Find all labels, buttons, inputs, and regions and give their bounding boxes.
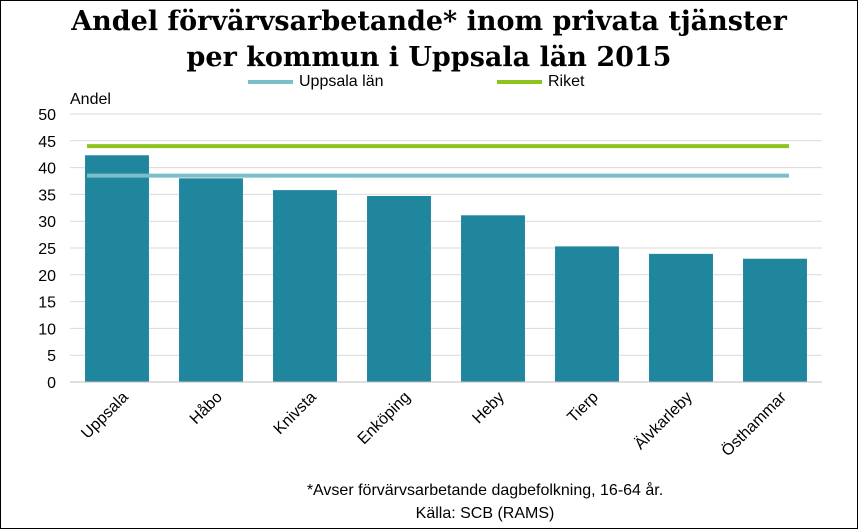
legend-label-uppsala-lan: Uppsala län <box>299 73 384 90</box>
chart-subtitle: per kommun i Uppsala län 2015 <box>186 42 672 73</box>
footnote-source: Källa: SCB (RAMS) <box>415 505 555 522</box>
x-tick-label: Östhammar <box>718 388 790 460</box>
x-tick-label: Heby <box>469 389 507 427</box>
legend-swatch-uppsala-lan <box>248 80 293 84</box>
legend-swatch-riket <box>497 80 542 84</box>
y-axis-label: Andel <box>70 91 111 108</box>
y-tick-label: 35 <box>38 187 56 204</box>
bar-uppsala <box>85 155 149 382</box>
bar-knivsta <box>273 190 337 382</box>
bar-älvkarleby <box>649 253 713 382</box>
x-tick-label: Tierp <box>564 389 601 426</box>
y-tick-label: 15 <box>38 295 56 312</box>
footnote-definition: *Avser förvärvsarbetande dagbefolkning, … <box>306 482 664 499</box>
bar-håbo <box>179 178 243 382</box>
bar-tierp <box>555 246 619 382</box>
chart-title: Andel förvärvsarbetande* inom privata tj… <box>71 6 787 37</box>
legend-item-riket: Riket <box>497 72 584 92</box>
y-tick-label: 25 <box>38 241 56 258</box>
y-tick-label: 10 <box>38 321 56 338</box>
y-tick-label: 50 <box>38 107 56 124</box>
bar-enköping <box>367 196 431 382</box>
legend-label-riket: Riket <box>548 73 585 90</box>
x-tick-label: Uppsala <box>78 389 132 443</box>
x-tick-label: Älvkarleby <box>631 388 696 453</box>
bar-östhammar <box>743 258 807 382</box>
x-tick-label: Enköping <box>355 389 414 448</box>
x-tick-label: Knivsta <box>271 389 320 438</box>
x-tick-label: Håbo <box>186 388 226 428</box>
y-tick-label: 0 <box>47 375 56 392</box>
y-tick-label: 5 <box>47 348 56 365</box>
bar-heby <box>461 215 525 382</box>
y-tick-label: 30 <box>38 214 56 231</box>
y-tick-label: 20 <box>38 268 56 285</box>
y-tick-label: 40 <box>38 161 56 178</box>
y-tick-label: 45 <box>38 134 56 151</box>
legend-item-uppsala-lan: Uppsala län <box>248 72 384 92</box>
